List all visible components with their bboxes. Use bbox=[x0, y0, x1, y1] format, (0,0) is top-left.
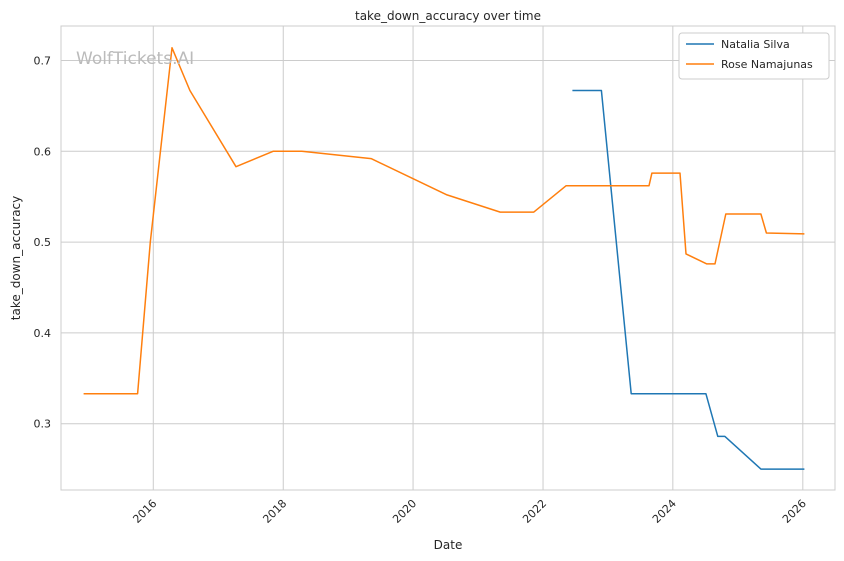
series-lines bbox=[83, 47, 805, 470]
y-tick-label: 0.6 bbox=[34, 145, 52, 158]
legend-box bbox=[678, 32, 830, 80]
chart-title: take_down_accuracy over time bbox=[355, 9, 541, 23]
series-line-natalia-silva bbox=[572, 89, 805, 470]
legend: Natalia Silva Rose Namajunas bbox=[678, 32, 830, 80]
y-tick-label: 0.3 bbox=[34, 418, 52, 431]
legend-label-natalia-silva: Natalia Silva bbox=[721, 38, 790, 51]
series-line-rose-namajunas bbox=[83, 47, 805, 395]
x-axis-label: Date bbox=[434, 538, 463, 552]
legend-label-rose-namajunas: Rose Namajunas bbox=[721, 58, 813, 71]
y-tick-label: 0.4 bbox=[34, 327, 52, 340]
y-tick-label: 0.5 bbox=[34, 236, 52, 249]
grid bbox=[61, 26, 835, 490]
y-axis-label: take_down_accuracy bbox=[9, 196, 23, 320]
watermark-text: WolfTickets.AI bbox=[76, 49, 194, 69]
plot-frame bbox=[60, 25, 836, 491]
y-tick-label: 0.7 bbox=[34, 55, 52, 68]
